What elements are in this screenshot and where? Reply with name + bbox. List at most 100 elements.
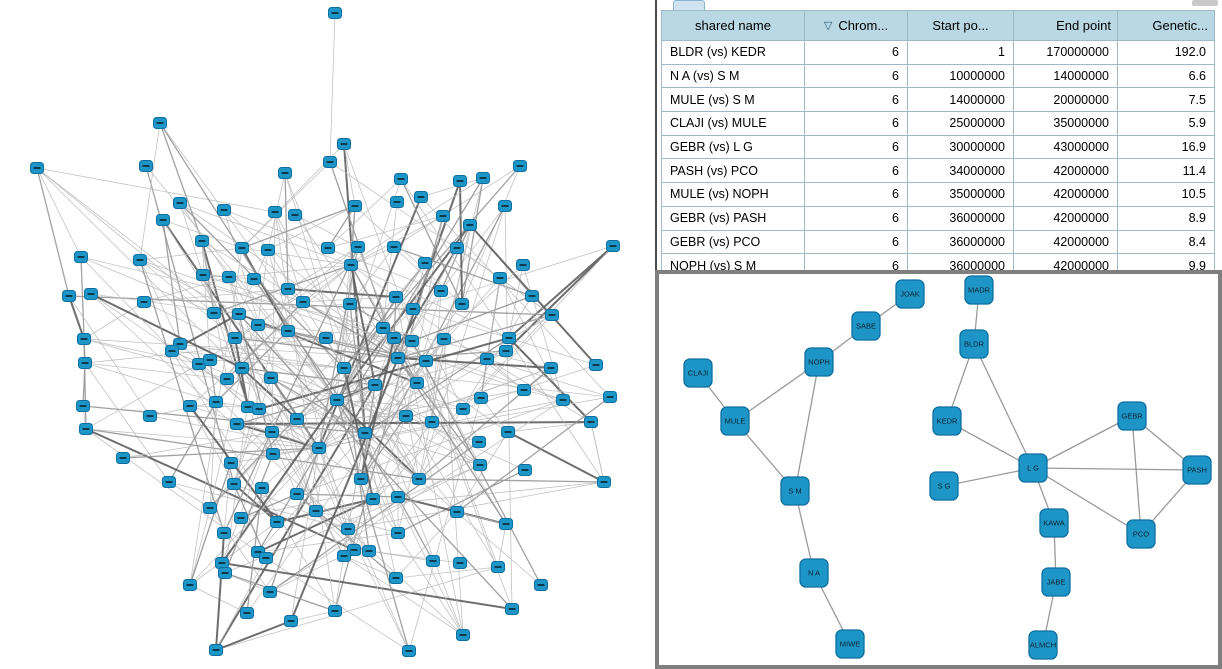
network-node[interactable] [76,400,90,412]
network-node[interactable] [328,605,342,617]
network-node[interactable] [410,377,424,389]
network-node[interactable] [474,392,488,404]
network-node[interactable]: PCO [1126,519,1156,549]
network-node[interactable] [498,200,512,212]
network-node[interactable] [391,352,405,364]
network-node[interactable] [344,259,358,271]
network-node[interactable] [348,200,362,212]
network-node[interactable] [499,518,513,530]
table-row[interactable]: GEBR (vs) PASH 6 36000000 42000000 8.9 [661,205,1215,231]
network-node[interactable] [165,345,179,357]
network-node[interactable] [389,572,403,584]
subnetwork-canvas[interactable]: JOAK MADR SABE BLDR NOPH CLAJI KEDR GEBR MULE L G… [655,270,1222,669]
network-node[interactable] [337,550,351,562]
network-node[interactable] [473,459,487,471]
table-row[interactable]: CLAJI (vs) MULE 6 25000000 35000000 5.9 [661,111,1215,136]
network-node[interactable] [450,242,464,254]
network-node[interactable] [203,502,217,514]
network-node[interactable] [215,557,229,569]
table-row[interactable]: MULE (vs) S M 6 14000000 20000000 7.5 [661,87,1215,113]
network-node[interactable] [183,579,197,591]
network-node[interactable] [391,527,405,539]
network-node[interactable] [319,332,333,344]
network-node[interactable] [426,555,440,567]
network-node[interactable]: MIWE [835,629,865,659]
network-node[interactable] [209,644,223,656]
scrollbar-fragment[interactable] [1192,0,1218,6]
network-node[interactable] [196,269,210,281]
network-node[interactable] [518,464,532,476]
network-node[interactable] [419,355,433,367]
table-row[interactable]: GEBR (vs) L G 6 30000000 43000000 16.9 [661,134,1215,160]
network-node[interactable]: SABE [851,311,881,341]
network-node[interactable] [354,473,368,485]
network-node[interactable] [362,545,376,557]
table-row[interactable]: GEBR (vs) PCO 6 36000000 42000000 8.4 [661,229,1215,255]
network-node[interactable] [425,416,439,428]
network-node[interactable] [437,333,451,345]
network-node[interactable]: S M [780,476,810,506]
network-node[interactable] [203,354,217,366]
network-node[interactable] [222,271,236,283]
network-node[interactable]: MADR [964,275,994,305]
network-node[interactable] [84,288,98,300]
network-node[interactable] [227,478,241,490]
network-node[interactable] [412,473,426,485]
network-node[interactable]: MULE [720,406,750,436]
network-node[interactable] [456,403,470,415]
network-node[interactable] [366,493,380,505]
network-node[interactable] [240,607,254,619]
network-node[interactable] [472,436,486,448]
table-row[interactable]: N A (vs) S M 6 10000000 14000000 6.6 [661,63,1215,89]
network-node[interactable] [235,362,249,374]
network-node[interactable] [288,209,302,221]
network-node[interactable] [391,491,405,503]
network-node[interactable] [281,283,295,295]
network-node[interactable] [368,379,382,391]
network-node[interactable] [358,427,372,439]
network-node[interactable] [153,117,167,129]
network-node[interactable] [264,372,278,384]
network-node[interactable] [290,413,304,425]
network-node[interactable] [296,296,310,308]
network-node[interactable] [463,219,477,231]
column-header[interactable]: ▽ Chrom... [804,10,908,41]
network-node[interactable] [337,138,351,150]
network-node[interactable] [534,579,548,591]
network-node[interactable]: N A [799,558,829,588]
network-node[interactable] [476,172,490,184]
network-node[interactable] [390,196,404,208]
network-node[interactable] [78,357,92,369]
network-node[interactable] [394,173,408,185]
network-node[interactable] [77,333,91,345]
table-row[interactable]: MULE (vs) NOPH 6 35000000 42000000 10.5 [661,182,1215,207]
network-node[interactable] [30,162,44,174]
network-node[interactable] [502,332,516,344]
network-node[interactable] [387,332,401,344]
network-node[interactable] [232,308,246,320]
network-node[interactable] [230,418,244,430]
network-node[interactable] [255,482,269,494]
network-node[interactable] [418,257,432,269]
network-node[interactable]: GEBR [1117,401,1147,431]
network-node[interactable] [491,561,505,573]
network-node[interactable] [516,259,530,271]
network-node[interactable] [143,410,157,422]
network-node[interactable]: PASH [1182,455,1212,485]
network-node[interactable] [337,362,351,374]
network-node[interactable] [290,488,304,500]
network-node[interactable] [589,359,603,371]
network-node[interactable] [183,400,197,412]
network-node[interactable]: CLAJI [683,358,713,388]
network-node[interactable] [436,210,450,222]
network-node[interactable] [235,242,249,254]
network-node[interactable] [453,175,467,187]
network-node[interactable] [505,603,519,615]
network-node[interactable] [399,410,413,422]
network-node[interactable] [603,391,617,403]
network-node[interactable]: S G [929,471,959,501]
network-node[interactable] [224,457,238,469]
network-node[interactable] [162,476,176,488]
network-node[interactable] [402,645,416,657]
network-node[interactable] [312,442,326,454]
